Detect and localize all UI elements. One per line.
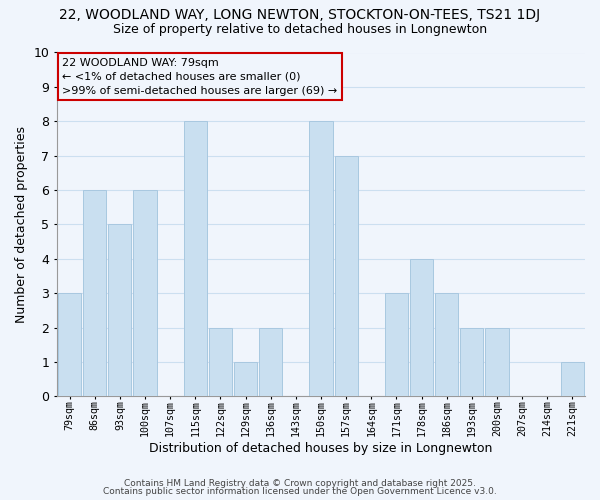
Bar — [83, 190, 106, 396]
Text: 22, WOODLAND WAY, LONG NEWTON, STOCKTON-ON-TEES, TS21 1DJ: 22, WOODLAND WAY, LONG NEWTON, STOCKTON-… — [59, 8, 541, 22]
Bar — [410, 259, 433, 396]
Bar — [234, 362, 257, 396]
Bar — [460, 328, 484, 396]
Text: Size of property relative to detached houses in Longnewton: Size of property relative to detached ho… — [113, 22, 487, 36]
Bar — [109, 224, 131, 396]
X-axis label: Distribution of detached houses by size in Longnewton: Distribution of detached houses by size … — [149, 442, 493, 455]
Bar — [184, 122, 207, 396]
Text: Contains public sector information licensed under the Open Government Licence v3: Contains public sector information licen… — [103, 487, 497, 496]
Text: Contains HM Land Registry data © Crown copyright and database right 2025.: Contains HM Land Registry data © Crown c… — [124, 478, 476, 488]
Bar — [385, 293, 408, 397]
Text: 22 WOODLAND WAY: 79sqm
← <1% of detached houses are smaller (0)
>99% of semi-det: 22 WOODLAND WAY: 79sqm ← <1% of detached… — [62, 58, 338, 96]
Bar — [485, 328, 509, 396]
Bar — [259, 328, 283, 396]
Bar — [335, 156, 358, 396]
Bar — [133, 190, 157, 396]
Bar — [310, 122, 332, 396]
Y-axis label: Number of detached properties: Number of detached properties — [15, 126, 28, 323]
Bar — [58, 293, 81, 397]
Bar — [435, 293, 458, 397]
Bar — [209, 328, 232, 396]
Bar — [561, 362, 584, 396]
